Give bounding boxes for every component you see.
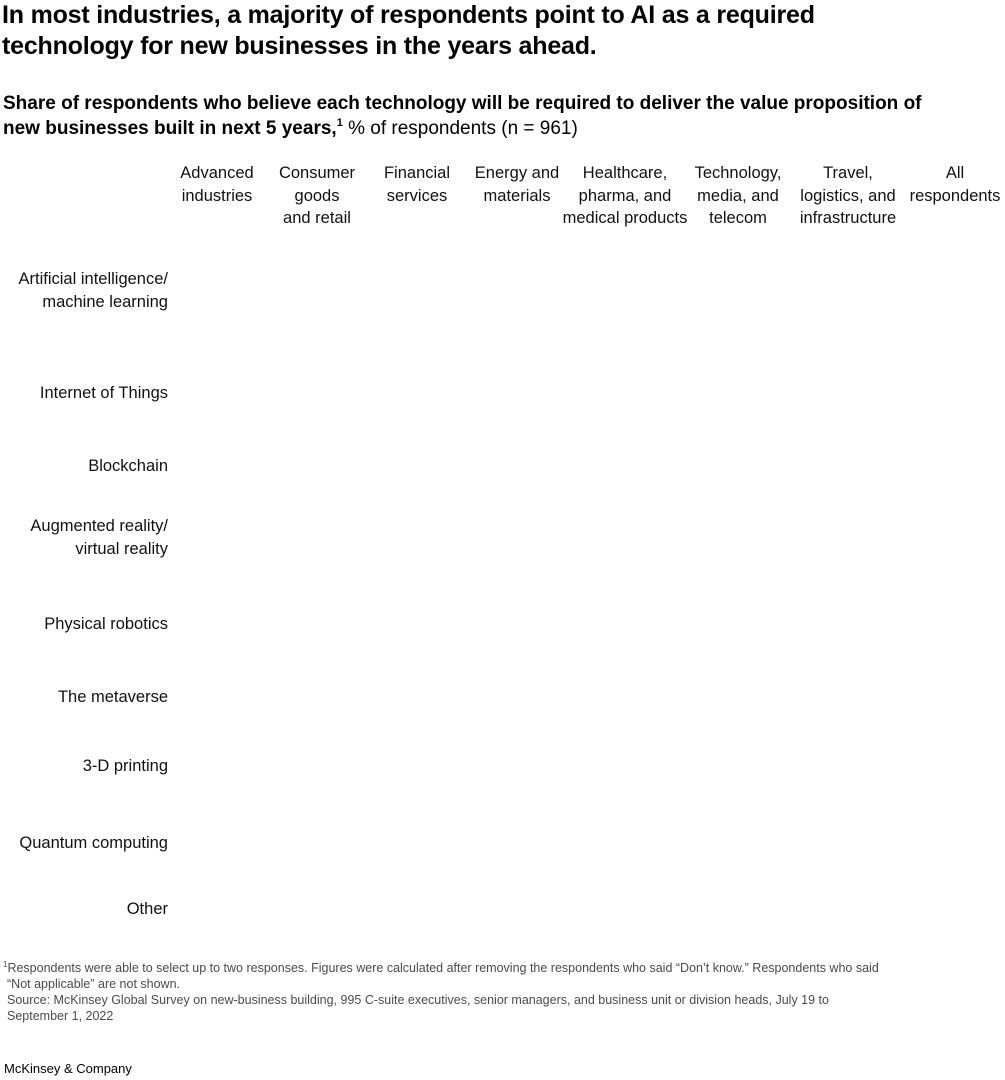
source-note-continued: September 1, 2022 — [7, 1009, 114, 1023]
title-line-1: In most industries, a majority of respon… — [2, 1, 815, 29]
column-header-all-respondents: All respondents — [909, 164, 1001, 205]
chart-title: In most industries, a majority of respon… — [2, 0, 1002, 62]
row-label-quantum-computing: Quantum computing — [19, 834, 168, 852]
footnote-1: 1Respondents were able to select up to t… — [3, 960, 879, 976]
footnotes: 1Respondents were able to select up to t… — [3, 960, 1003, 1024]
chart-subtitle: Share of respondents who believe each te… — [3, 91, 1003, 141]
row-label-other: Other — [126, 900, 168, 918]
row-label-iot: Internet of Things — [39, 384, 168, 402]
column-header-energy-materials: Energy and materials — [474, 164, 560, 205]
row-label-blockchain: Blockchain — [88, 457, 168, 475]
footnote-marker: 1 — [336, 117, 343, 129]
subtitle-line-2: new businesses built in next 5 years, — [3, 118, 337, 139]
column-header-healthcare: Healthcare, pharma, and medical products — [562, 164, 688, 227]
brand-logo-text: McKinsey & Company — [4, 1061, 132, 1076]
column-header-travel: Travel, logistics, and infrastructure — [799, 164, 897, 227]
row-label-3d-printing: 3-D printing — [82, 757, 168, 775]
subtitle-unit: % of respondents (n = 961) — [342, 118, 578, 139]
row-label-metaverse: The metaverse — [57, 688, 168, 706]
heatmap-grid — [172, 240, 1005, 940]
column-header-advanced-industries: Advanced industries — [180, 164, 254, 205]
title-line-2: technology for new businesses in the yea… — [2, 32, 597, 60]
row-label-physical-robotics: Physical robotics — [44, 615, 168, 633]
row-label-ar-vr: Augmented reality/virtual reality — [30, 517, 168, 558]
footnote-1-continued: “Not applicable” are not shown. — [7, 977, 181, 991]
subtitle-line-1: Share of respondents who believe each te… — [3, 93, 922, 114]
source-note: Source: McKinsey Global Survey on new-bu… — [7, 993, 829, 1007]
row-label-ai-ml: Artificial intelligence/machine learning — [18, 270, 168, 311]
column-header-consumer-goods: Consumer goods and retail — [278, 164, 356, 227]
column-header-financial-services: Financial services — [383, 164, 451, 205]
column-header-technology: Technology, media, and telecom — [694, 164, 782, 227]
